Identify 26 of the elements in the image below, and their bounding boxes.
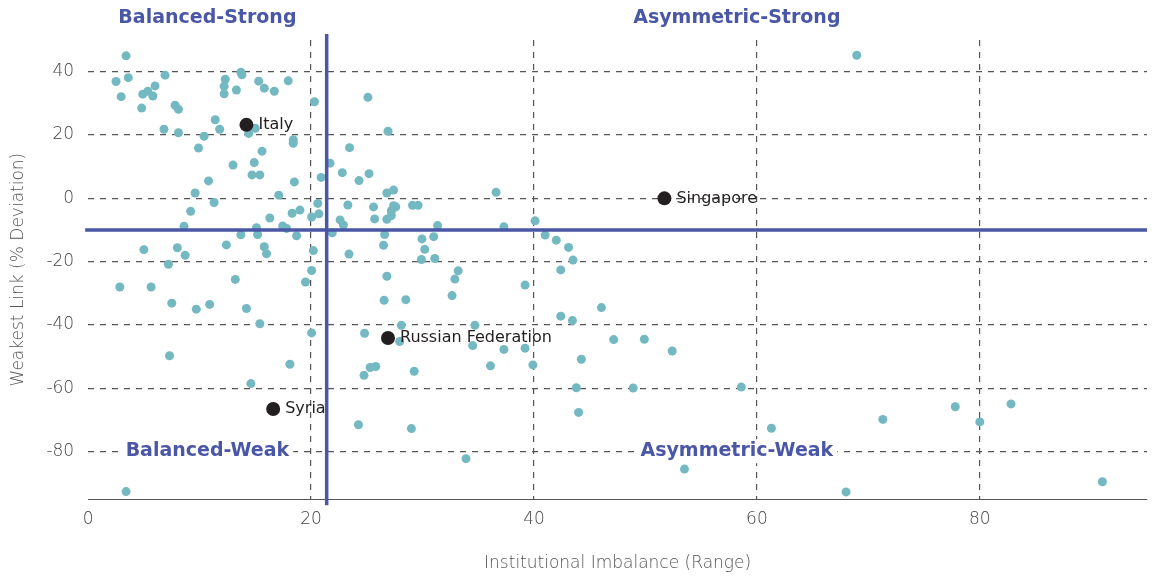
annotation: Asymmetric-Weak bbox=[640, 438, 834, 461]
x-tick-label: 0 bbox=[82, 507, 94, 528]
y-tick-label: -40 bbox=[46, 313, 75, 334]
y-tick-label: 20 bbox=[52, 123, 75, 144]
point bbox=[657, 191, 672, 206]
point bbox=[380, 331, 395, 346]
y-tick-label: -80 bbox=[46, 440, 75, 461]
x-tick-label: 60 bbox=[746, 507, 768, 528]
annotation: Italy bbox=[258, 114, 294, 134]
annotation: Russian Federation bbox=[399, 327, 552, 347]
annotation: Singapore bbox=[676, 187, 758, 207]
point bbox=[266, 401, 281, 416]
y-tick-label: 0 bbox=[63, 186, 75, 207]
y-axis-title: Weakest Link (% Deviation) bbox=[6, 152, 27, 387]
annotation: Balanced-Weak bbox=[125, 438, 290, 461]
x-axis-title: Institutional Imbalance (Range) bbox=[484, 552, 752, 573]
annotation: Syria bbox=[285, 398, 326, 418]
text: Balanced-Strong bbox=[118, 4, 297, 27]
x-tick-label: 20 bbox=[300, 507, 322, 528]
y-tick-label: -20 bbox=[46, 250, 75, 271]
y-tick-label: -60 bbox=[46, 376, 75, 397]
x-tick-label: 80 bbox=[969, 507, 991, 528]
y-tick-label: 40 bbox=[52, 60, 75, 81]
point bbox=[239, 117, 254, 132]
x-tick-label: 40 bbox=[523, 507, 545, 528]
text: Asymmetric-Strong bbox=[633, 4, 841, 27]
